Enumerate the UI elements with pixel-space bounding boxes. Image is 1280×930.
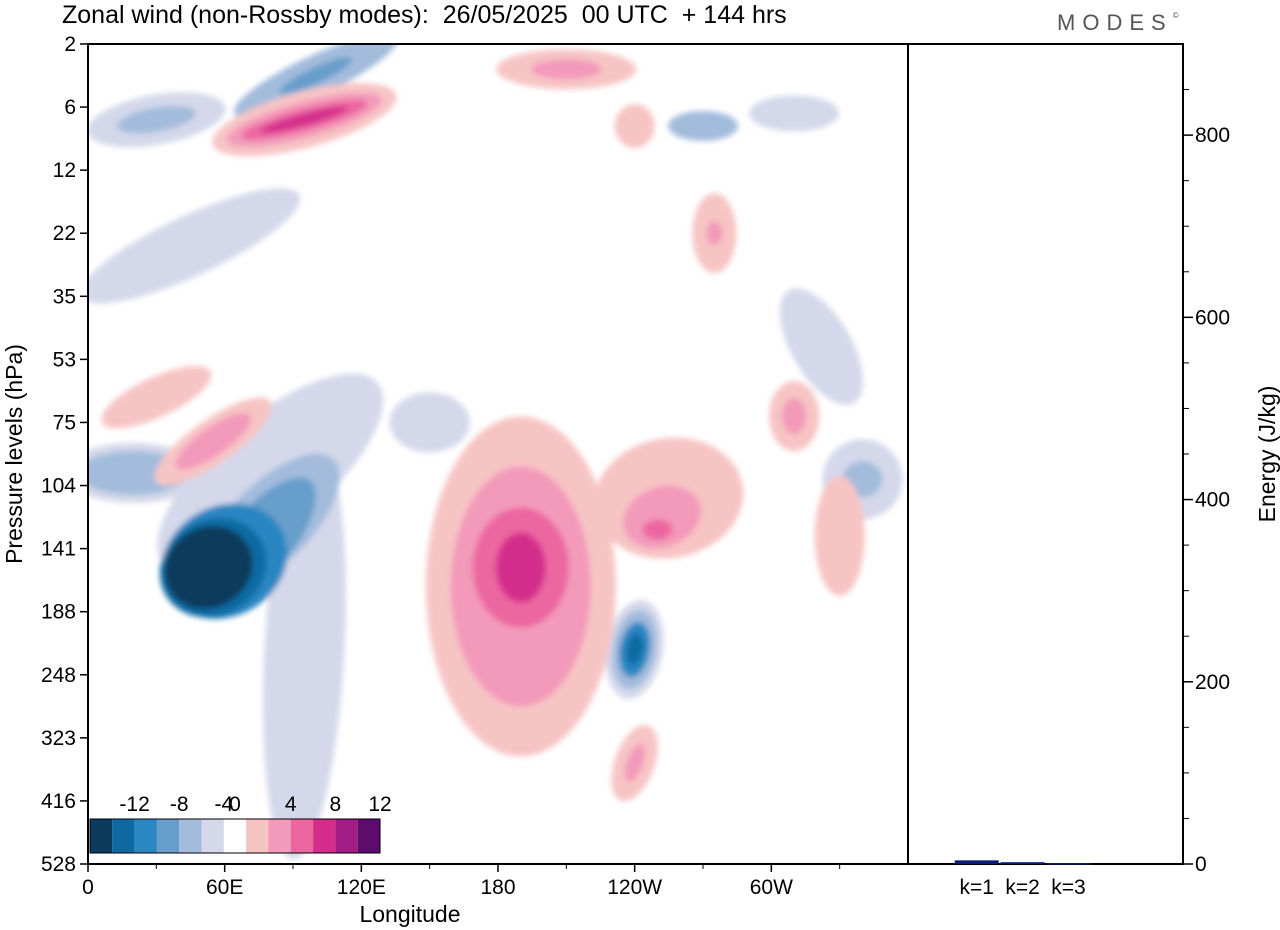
colorbar-swatch [357,819,380,853]
colorbar-swatch [335,819,358,853]
y-tick-label: 53 [53,348,76,371]
central-easterly [389,392,470,453]
upper-westerly-core [260,106,348,133]
upper-easterly-light [88,188,300,304]
colorbar-frame [89,818,381,854]
y-tick-label: 141 [41,538,76,561]
energy-bar-label: k=2 [1005,876,1039,899]
colorbar-swatch [246,819,269,853]
eddy-5 [626,633,644,666]
energy-bar [1046,863,1091,865]
x-axis-label: Longitude [359,901,460,927]
colorbar-tick-label: 12 [368,793,391,816]
westerly-upper-diag [101,366,212,429]
energy-tick-label: 200 [1195,671,1230,694]
colorbar-tick-label: 0 [229,793,241,816]
energy-tick-label: 600 [1195,306,1230,329]
east-pacific-easterly [779,288,864,406]
energy-tick-label: 0 [1195,853,1207,876]
x-tick-label: 120W [607,876,662,899]
y-tick-label: 75 [53,411,76,434]
upper-easterly [116,105,196,134]
y-axis-label: Pressure levels (hPa) [1,344,27,564]
upper-far-easterly [749,95,840,132]
easterly-core-6 [164,526,253,609]
energy-axis-label: Energy (J/kg) [1254,386,1280,523]
energy-bar-label: k=3 [1051,876,1085,899]
colorbar-swatch [223,819,247,853]
wind-field [88,44,908,864]
upper-east-westerly-core [706,221,723,246]
colorbar-swatch [90,819,113,853]
colorbar-tick-label: -8 [170,793,189,816]
brand-name: MODES [1057,10,1173,35]
upper-easterly-band-core [279,57,353,94]
colorbar-tick-label: 8 [330,793,342,816]
y-tick-label: 323 [41,727,76,750]
field-contours [88,44,903,860]
colorbar-swatch [134,819,157,853]
y-tick-label: 22 [53,222,76,245]
colorbar-tick-label: -4 [215,793,234,816]
westerly-east-2 [623,485,701,549]
colorbar-tick-label: 4 [285,793,297,816]
far-westerly-2 [814,476,865,596]
upper-westerly-patch [614,104,655,148]
y-tick-label: 6 [64,96,76,119]
energy-bar-chart: 0 200 400 600 800 Energy (J/kg) k=1 k=2 k=3 [907,43,1280,899]
energy-bar [1000,862,1045,864]
brand-logo: MODES© [1057,10,1179,36]
top-westerly [531,59,602,80]
x-tick-label: 120E [337,876,386,899]
westerly-diagonal [175,413,252,470]
colorbar-swatch [313,819,336,853]
lower-westerly [624,744,645,783]
energy-tick-label: 800 [1195,124,1230,147]
colorbar-swatch [290,819,314,853]
colorbar: -12 -8 -40 4 8 12 [89,793,392,854]
y-tick-label: 528 [41,853,76,876]
brand-mark: © [1172,11,1179,20]
y-tick-label: 188 [41,601,76,624]
y-tick-label: 35 [53,285,76,308]
y-tick-label: 248 [41,664,76,687]
colorbar-tick-label: -12 [119,793,149,816]
x-tick-label: 0 [82,876,94,899]
bar-frame [907,43,1184,865]
westerly-east-3 [642,519,673,540]
x-tick-label: 60E [206,876,243,899]
y-tick-label: 2 [64,33,76,56]
colorbar-swatch [179,819,202,853]
energy-bar-label: k=1 [960,876,994,899]
y-tick-label: 416 [41,790,76,813]
colorbar-swatch [112,819,135,853]
chart-title: Zonal wind (non-Rossby modes): 26/05/202… [62,1,787,29]
upper-east-easterly [668,111,738,141]
colorbar-swatch [201,819,224,853]
energy-tick-label: 400 [1195,489,1230,512]
colorbar-swatch [156,819,180,853]
far-westerly [782,398,807,435]
x-tick-label: 60W [750,876,793,899]
x-tick-label: 180 [480,876,515,899]
energy-bar [954,860,999,864]
y-tick-label: 12 [53,159,76,182]
y-tick-label: 104 [41,475,76,498]
colorbar-swatch [268,819,291,853]
westerly-maximum [495,532,546,603]
